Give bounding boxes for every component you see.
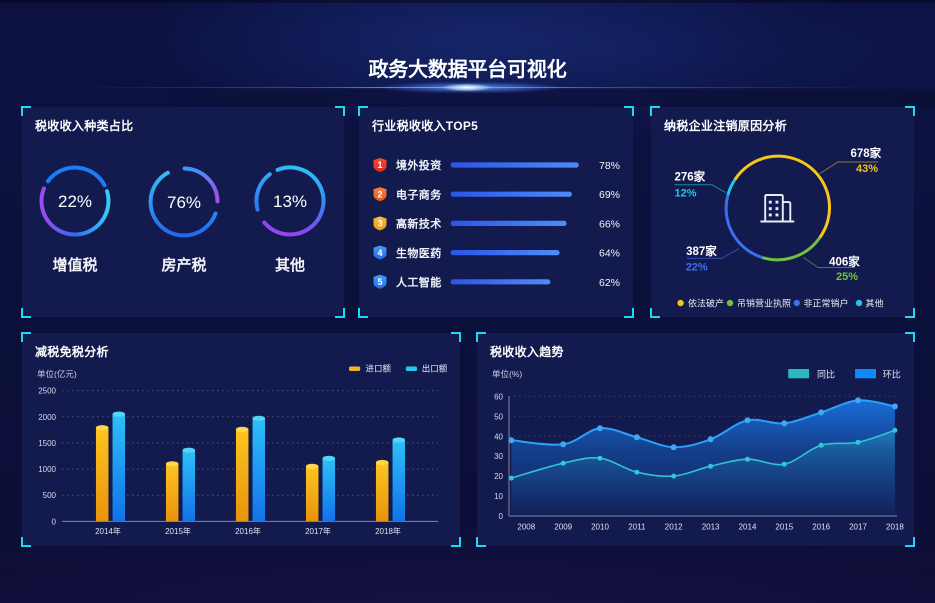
svg-text:30: 30 bbox=[494, 452, 503, 461]
svg-text:电子商务: 电子商务 bbox=[396, 187, 442, 201]
svg-text:12%: 12% bbox=[675, 188, 697, 200]
svg-text:1500: 1500 bbox=[38, 439, 56, 448]
svg-text:2015年: 2015年 bbox=[165, 526, 191, 536]
svg-text:2: 2 bbox=[377, 189, 382, 199]
svg-text:出口额: 出口额 bbox=[422, 364, 448, 374]
svg-text:387家: 387家 bbox=[686, 244, 717, 258]
svg-text:40: 40 bbox=[494, 432, 503, 441]
svg-text:房产税: 房产税 bbox=[161, 256, 206, 274]
svg-text:64%: 64% bbox=[599, 248, 620, 260]
svg-text:环比: 环比 bbox=[883, 369, 901, 380]
svg-text:2013: 2013 bbox=[702, 523, 720, 532]
svg-text:2011: 2011 bbox=[628, 523, 646, 532]
svg-text:62%: 62% bbox=[599, 277, 620, 289]
svg-text:2018年: 2018年 bbox=[375, 526, 401, 536]
svg-text:76%: 76% bbox=[167, 193, 201, 212]
svg-text:678家: 678家 bbox=[851, 146, 882, 160]
svg-text:进口额: 进口额 bbox=[366, 364, 392, 374]
svg-text:同比: 同比 bbox=[817, 369, 835, 380]
svg-text:2008: 2008 bbox=[517, 523, 535, 532]
svg-text:60: 60 bbox=[494, 392, 503, 401]
svg-text:吊销营业执照: 吊销营业执照 bbox=[737, 298, 791, 309]
svg-text:500: 500 bbox=[43, 491, 57, 500]
svg-text:2000: 2000 bbox=[38, 413, 56, 422]
svg-text:13%: 13% bbox=[273, 192, 307, 211]
svg-text:2500: 2500 bbox=[38, 387, 56, 396]
svg-text:其他: 其他 bbox=[866, 298, 884, 309]
svg-text:其他: 其他 bbox=[275, 256, 305, 274]
svg-text:3: 3 bbox=[377, 219, 382, 229]
svg-text:非正常销户: 非正常销户 bbox=[804, 298, 849, 309]
svg-text:66%: 66% bbox=[599, 218, 620, 230]
svg-text:4: 4 bbox=[377, 248, 382, 258]
svg-text:2017年: 2017年 bbox=[305, 526, 331, 536]
svg-text:43%: 43% bbox=[856, 163, 878, 175]
svg-text:2009: 2009 bbox=[554, 523, 572, 532]
svg-text:2014年: 2014年 bbox=[95, 526, 121, 536]
svg-text:境外投资: 境外投资 bbox=[396, 158, 442, 172]
svg-text:单位(亿元): 单位(亿元) bbox=[37, 369, 77, 379]
svg-text:2012: 2012 bbox=[665, 523, 683, 532]
svg-text:25%: 25% bbox=[836, 271, 858, 283]
svg-text:69%: 69% bbox=[599, 189, 620, 201]
svg-text:22%: 22% bbox=[686, 262, 708, 274]
svg-text:2016年: 2016年 bbox=[235, 526, 261, 536]
svg-text:0: 0 bbox=[52, 517, 57, 526]
svg-text:2017: 2017 bbox=[849, 523, 867, 532]
svg-text:5: 5 bbox=[377, 277, 382, 287]
svg-text:增值税: 增值税 bbox=[52, 256, 97, 274]
svg-text:生物医药: 生物医药 bbox=[396, 246, 442, 260]
svg-text:单位(%): 单位(%) bbox=[492, 369, 522, 379]
svg-text:78%: 78% bbox=[599, 160, 620, 172]
svg-text:2014: 2014 bbox=[739, 523, 757, 532]
svg-text:276家: 276家 bbox=[675, 170, 706, 184]
svg-text:1: 1 bbox=[377, 160, 382, 170]
svg-text:人工智能: 人工智能 bbox=[396, 275, 442, 289]
svg-text:高新技术: 高新技术 bbox=[396, 217, 442, 231]
svg-text:50: 50 bbox=[494, 412, 503, 421]
svg-text:20: 20 bbox=[494, 472, 503, 481]
svg-text:2018: 2018 bbox=[886, 523, 904, 532]
svg-text:22%: 22% bbox=[58, 192, 92, 211]
svg-text:0: 0 bbox=[499, 512, 504, 521]
svg-text:2016: 2016 bbox=[812, 523, 830, 532]
svg-text:1000: 1000 bbox=[38, 465, 56, 474]
svg-text:10: 10 bbox=[494, 492, 503, 501]
svg-text:2015: 2015 bbox=[775, 523, 793, 532]
svg-text:406家: 406家 bbox=[829, 255, 860, 269]
svg-text:2010: 2010 bbox=[591, 523, 609, 532]
svg-text:依法破产: 依法破产 bbox=[688, 298, 724, 309]
